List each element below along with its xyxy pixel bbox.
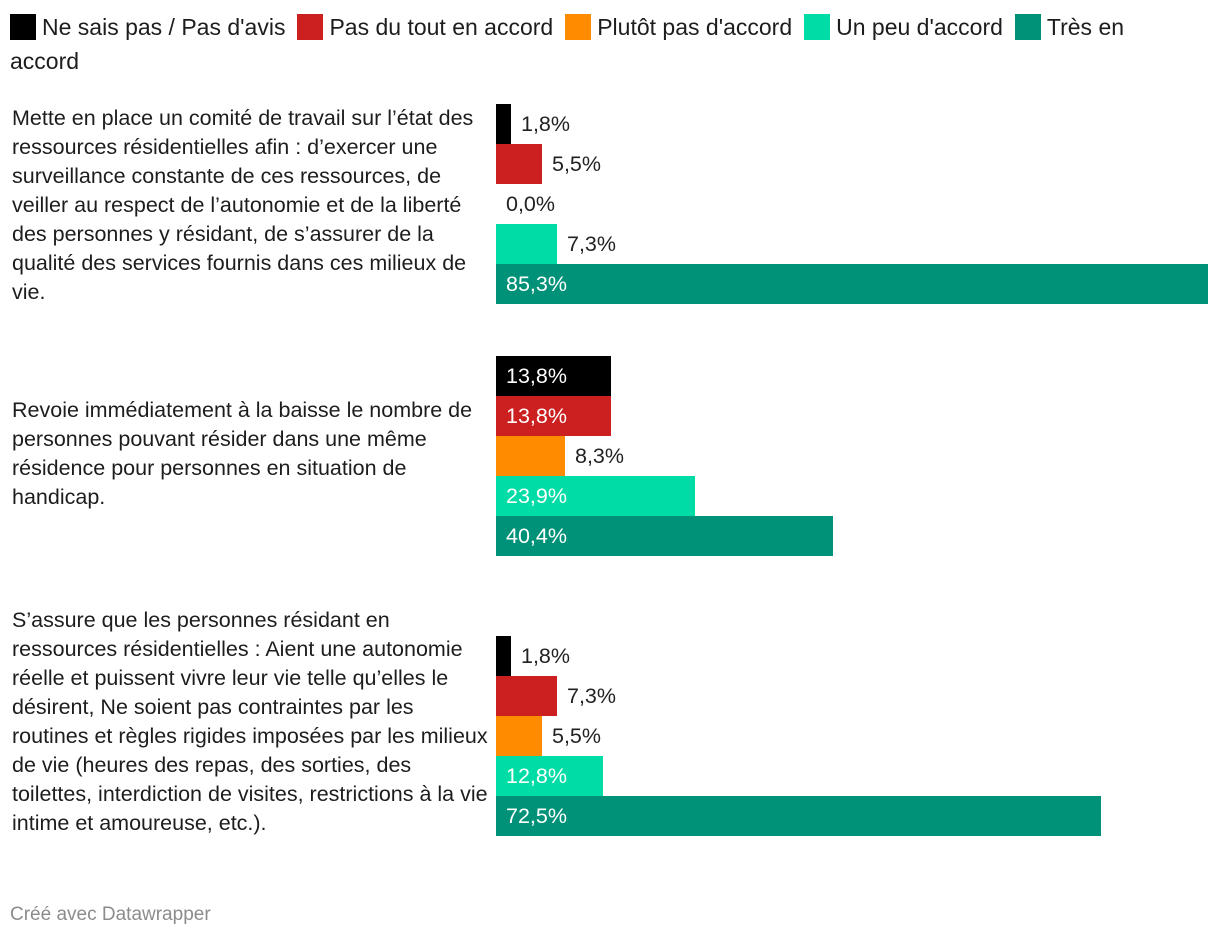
data-label-1-0: 13,8% [506,364,567,388]
bar-2-1 [496,676,557,716]
legend-label: Un peu d'accord [836,14,1003,40]
legend-swatch [804,14,831,40]
bar-1-0 [496,356,611,396]
bar-0-3 [496,224,557,264]
legend-item-1: Pas du tout en accord [297,14,553,40]
bar-2-4 [496,796,1101,836]
legend-item-4: Très en accord [10,14,1124,74]
data-label-0-1: 5,5% [552,152,602,176]
bar-1-3 [496,476,695,516]
data-label-2-3: 12,8% [506,764,567,788]
data-label-1-1: 13,8% [506,404,567,428]
category-label-0: Mette en place un comité de travail sur … [12,106,474,304]
footer-credit: Créé avec Datawrapper [10,904,211,925]
data-label-0-2: 0,0% [506,192,556,216]
legend-item-0: Ne sais pas / Pas d'avis [10,14,285,40]
data-label-1-2: 8,3% [575,444,625,468]
legend-swatch [1014,14,1041,40]
data-label-1-4: 40,4% [506,524,567,548]
legend-label: Pas du tout en accord [329,14,554,40]
data-label-0-4: 85,3% [506,272,567,296]
bar-2-2 [496,716,542,756]
bar-1-1 [496,396,611,436]
category-label-2: S’assure que les personnes résidant en r… [12,608,488,835]
data-label-2-4: 72,5% [506,804,567,828]
data-label-0-0: 1,8% [521,112,571,136]
legend: Ne sais pas / Pas d'avis Pas du tout en a… [10,10,1210,78]
legend-swatch [10,14,36,40]
legend-label: Très en accord [10,14,1125,74]
legend-swatch [297,14,324,40]
data-label-2-1: 7,3% [567,684,617,708]
bar-0-0 [496,104,511,144]
data-label-1-3: 23,9% [506,484,567,508]
legend-label: Plutôt pas d'accord [597,14,793,40]
legend-label: Ne sais pas / Pas d'avis [42,14,286,40]
data-label-0-3: 7,3% [567,232,617,256]
legend-swatch [565,14,592,40]
bar-1-2 [496,436,565,476]
bar-1-4 [496,516,833,556]
bar-0-1 [496,144,542,184]
data-label-2-2: 5,5% [552,724,602,748]
legend-item-3: Un peu d'accord [804,14,1003,40]
bar-0-4 [496,264,1208,304]
legend-item-2: Plutôt pas d'accord [565,14,792,40]
data-label-2-0: 1,8% [521,644,571,668]
bar-2-0 [496,636,511,676]
category-label-1: Revoie immédiatement à la baisse le nomb… [12,398,473,509]
bar-2-3 [496,756,603,796]
